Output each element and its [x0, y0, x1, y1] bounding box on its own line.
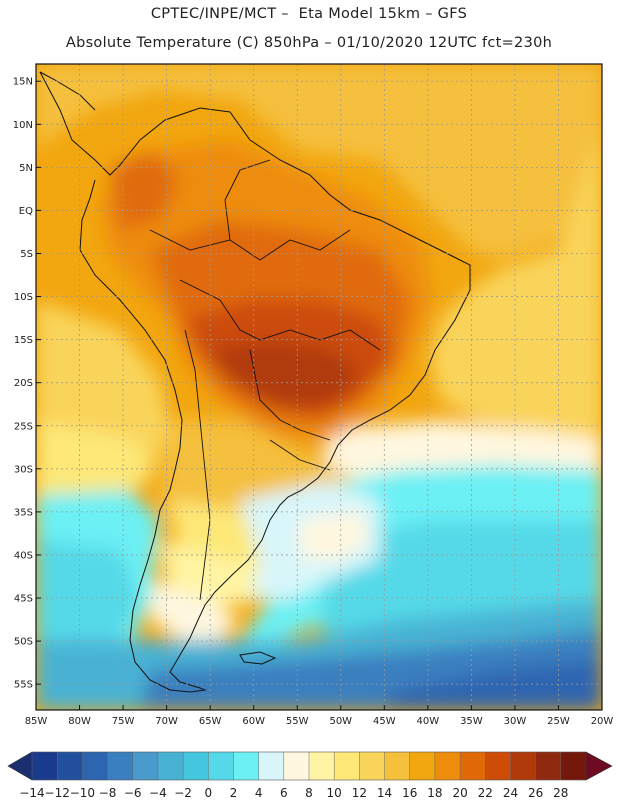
- lat-label: 55S: [14, 680, 33, 691]
- colorbar-swatch: [384, 752, 411, 780]
- colorbar-swatch: [535, 752, 562, 780]
- colorbar-swatch: [233, 752, 259, 780]
- lon-label: 20W: [591, 716, 614, 727]
- lon-label: 25W: [547, 716, 570, 727]
- lat-label: 15S: [14, 335, 33, 346]
- temperature-field: [36, 64, 602, 710]
- colorbar-label: 6: [280, 786, 288, 800]
- colorbar-swatch: [157, 752, 184, 780]
- lon-label: 65W: [199, 716, 222, 727]
- colorbar-label: −6: [124, 786, 142, 800]
- lon-label: 75W: [112, 716, 135, 727]
- latitude-labels: 15N 10N 5N EQ 5S 10S 15S 20S 25S 30S 35S 40S 45S 50S 5…: [13, 77, 41, 691]
- border-central: [179, 279, 381, 351]
- colorbar-swatch: [82, 752, 108, 780]
- colorbar-label: 28: [553, 786, 568, 800]
- colorbar-low-arrow: [7, 751, 33, 781]
- colorbar-swatch: [283, 752, 310, 780]
- colorbar-label: 18: [427, 786, 442, 800]
- colorbar-swatch: [434, 752, 461, 780]
- border-uruguay: [269, 439, 331, 471]
- colorbar-swatch: [107, 752, 134, 780]
- coastline: [39, 71, 471, 693]
- lon-label: 45W: [373, 716, 396, 727]
- falklands-outline: [239, 651, 277, 665]
- colorbar-label: 16: [402, 786, 417, 800]
- colorbar-label: −8: [99, 786, 117, 800]
- lon-label: 85W: [25, 716, 48, 727]
- colorbar-swatch: [510, 752, 536, 780]
- lon-label: 35W: [460, 716, 483, 727]
- colorbar-label: 2: [230, 786, 238, 800]
- lat-label: 45S: [14, 594, 33, 605]
- lat-label: 5N: [19, 163, 33, 174]
- border-north: [149, 229, 351, 261]
- colorbar-swatch: [460, 752, 486, 780]
- lat-label: 50S: [14, 637, 33, 648]
- lon-label: 70W: [155, 716, 178, 727]
- colorbar-swatch: [57, 752, 83, 780]
- colorbar-label: 26: [528, 786, 543, 800]
- colorbar-swatch: [132, 752, 159, 780]
- colorbar-labels: −14 −12 −10 −8 −6 −4 −2 0 2 4 6 8 10 12 14 16 18 20 22 24 26…: [19, 786, 568, 800]
- border-paraguay: [249, 349, 331, 441]
- lon-label: 55W: [286, 716, 309, 727]
- colorbar-label: 12: [352, 786, 367, 800]
- lat-label: 15N: [13, 77, 33, 88]
- continent-outline: [39, 71, 471, 693]
- colorbar-label: −2: [174, 786, 192, 800]
- border-andes: [184, 329, 211, 601]
- colorbar-swatch: [32, 752, 58, 780]
- colorbar: [7, 751, 613, 781]
- colorbar-label: 24: [503, 786, 518, 800]
- lon-label: 30W: [504, 716, 527, 727]
- chart-title-line2: Absolute Temperature (C) 850hPa – 01/10/…: [65, 35, 553, 51]
- lat-label: 20S: [14, 378, 33, 389]
- colorbar-swatch: [183, 752, 209, 780]
- lon-label: 50W: [329, 716, 352, 727]
- colorbar-swatch: [208, 752, 234, 780]
- colorbar-label: 4: [255, 786, 263, 800]
- lat-label: 10S: [14, 292, 33, 303]
- colorbar-label: 10: [327, 786, 342, 800]
- colorbar-label: −12: [45, 786, 70, 800]
- lon-label: 40W: [417, 716, 440, 727]
- colorbar-swatch: [485, 752, 511, 780]
- longitude-labels: 85W 80W 75W 70W 65W 60W 55W 50W 45W 40W 35W 30W 25W 2…: [25, 705, 614, 727]
- colorbar-label: −14: [19, 786, 44, 800]
- lat-label: 25S: [14, 421, 33, 432]
- colorbar-label: 14: [377, 786, 392, 800]
- lat-label: 10N: [13, 120, 33, 131]
- colorbar-label: 0: [204, 786, 212, 800]
- colorbar-label: 20: [452, 786, 467, 800]
- colorbar-label: 22: [478, 786, 493, 800]
- colorbar-swatch: [258, 752, 285, 780]
- colorbar-swatch: [309, 752, 335, 780]
- lat-label: 5S: [20, 249, 33, 260]
- lat-label: 35S: [14, 507, 33, 518]
- colorbar-high-arrow: [585, 751, 613, 781]
- lat-label: 30S: [14, 464, 33, 475]
- colorbar-label: −10: [70, 786, 95, 800]
- colorbar-swatch: [560, 752, 587, 780]
- colorbar-swatch: [334, 752, 360, 780]
- lat-label: 40S: [14, 550, 33, 561]
- border-venezuela: [224, 159, 271, 241]
- colorbar-swatch: [359, 752, 385, 780]
- graticule: [36, 64, 602, 710]
- colorbar-label: −4: [149, 786, 167, 800]
- lon-label: 60W: [242, 716, 265, 727]
- colorbar-label: 8: [305, 786, 313, 800]
- chart-title-line1: CPTEC/INPE/MCT – Eta Model 15km – GFS: [150, 6, 468, 22]
- colorbar-swatch: [409, 752, 436, 780]
- central-america-outline: [39, 71, 96, 111]
- lon-label: 80W: [68, 716, 91, 727]
- map-frame: [35, 63, 603, 711]
- lat-label: EQ: [19, 206, 33, 217]
